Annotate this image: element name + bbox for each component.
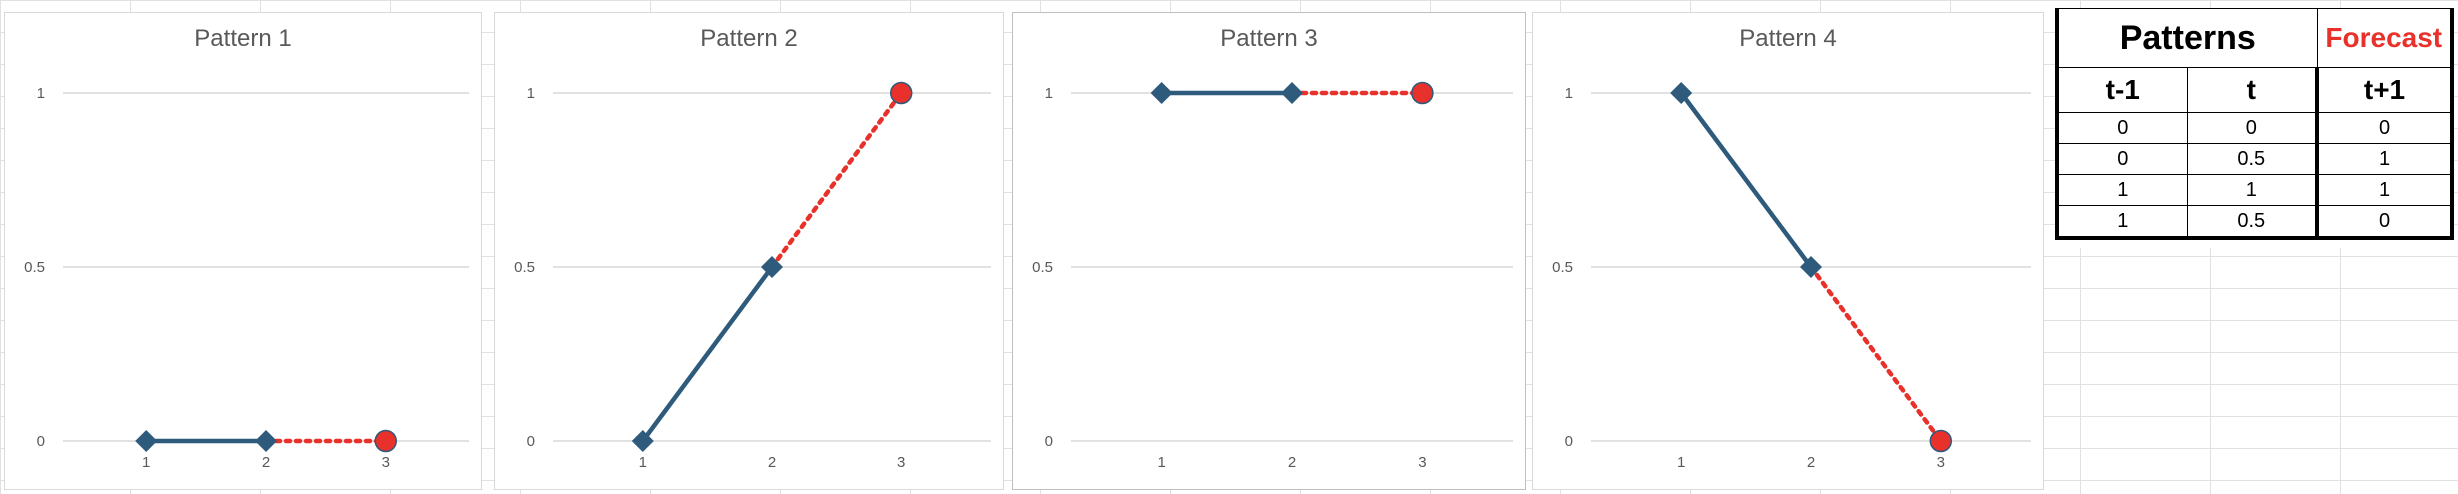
forecast-point-marker (889, 81, 913, 105)
forecast-line (1808, 264, 1944, 444)
forecast-point-marker (374, 429, 398, 453)
data-point-marker (761, 256, 783, 278)
chart-title: Pattern 3 (1220, 25, 1318, 52)
column-header: t+1 (2315, 67, 2454, 113)
table-cell[interactable]: 0 (2055, 112, 2188, 144)
y-tick-label: 1 (1565, 85, 1573, 102)
table-row: 1 0.5 0 (2055, 205, 2454, 240)
x-tick-label: 1 (1157, 454, 1165, 471)
table-cell[interactable]: 1 (2315, 143, 2454, 175)
chart-title: Pattern 4 (1739, 25, 1837, 52)
data-point-marker (135, 430, 158, 452)
x-tick-label: 3 (1418, 454, 1426, 471)
table-row: 1 1 1 (2055, 174, 2454, 206)
x-tick-label: 3 (382, 454, 390, 471)
table-cell[interactable]: 1 (2055, 174, 2188, 206)
chart-pattern-3: Pattern 3 0 0.5 1 1 2 3 (1012, 12, 1526, 490)
x-tick-label: 1 (1677, 454, 1685, 471)
y-tick-label: 0 (527, 433, 535, 450)
table-header-row: Patterns Forecast (2055, 8, 2454, 68)
forecast-point-marker (1929, 429, 1953, 453)
table-cell[interactable]: 0 (2315, 205, 2454, 240)
table-subheader-row: t-1 t t+1 (2055, 67, 2454, 113)
series-line (1679, 91, 1813, 269)
table-cell[interactable]: 0 (2186, 112, 2318, 144)
table-cell[interactable]: 1 (2055, 205, 2188, 240)
data-point-marker (1800, 256, 1822, 278)
data-point-marker (1670, 82, 1693, 104)
series-line (640, 265, 774, 443)
y-tick-label: 0.5 (24, 259, 45, 276)
y-tick-label: 1 (527, 85, 535, 102)
y-tick-label: 0.5 (514, 259, 535, 276)
chart-title: Pattern 2 (700, 25, 798, 52)
table-cell[interactable]: 1 (2315, 174, 2454, 206)
table-cell[interactable]: 1 (2186, 174, 2318, 206)
patterns-table-container: Patterns Forecast t-1 t t+1 0 0 0 0 0.5 … (2055, 8, 2454, 248)
y-tick-label: 1 (1045, 85, 1053, 102)
chart-pattern-2: Pattern 2 0 0.5 1 1 2 3 (494, 12, 1004, 490)
forecast-header: Forecast (2316, 8, 2454, 68)
data-point-marker (631, 430, 654, 452)
chart-pattern-4: Pattern 4 0 0.5 1 1 2 3 (1532, 12, 2044, 490)
patterns-table: Patterns Forecast t-1 t t+1 0 0 0 0 0.5 … (2055, 8, 2454, 240)
chart-plot: 0 0.5 1 1 2 3 (24, 85, 469, 471)
x-tick-label: 2 (1288, 454, 1296, 471)
x-tick-label: 2 (1807, 454, 1815, 471)
chart-plot: 0 0.5 1 1 2 3 (514, 81, 991, 471)
x-tick-label: 1 (639, 454, 647, 471)
table-cell[interactable]: 0 (2055, 143, 2188, 175)
table-cell[interactable]: 0.5 (2186, 143, 2318, 175)
table-row: 0 0 0 (2055, 112, 2454, 144)
y-tick-label: 0.5 (1552, 259, 1573, 276)
x-tick-label: 2 (262, 454, 270, 471)
forecast-point-marker (1411, 81, 1434, 105)
chart-plot: 0 0.5 1 1 2 3 (1032, 81, 1513, 471)
patterns-header: Patterns (2055, 8, 2318, 68)
column-header: t-1 (2055, 67, 2188, 113)
table-cell[interactable]: 0 (2315, 112, 2454, 144)
y-tick-label: 0 (1565, 433, 1573, 450)
x-tick-label: 3 (1937, 454, 1945, 471)
y-tick-label: 0 (37, 433, 45, 450)
forecast-line (769, 90, 904, 270)
x-tick-label: 1 (142, 454, 150, 471)
chart-plot: 0 0.5 1 1 2 3 (1552, 82, 2031, 471)
chart-pattern-1: Pattern 1 0 0.5 1 1 2 3 (4, 12, 482, 490)
data-point-marker (1281, 82, 1303, 104)
column-header: t (2186, 67, 2318, 113)
y-tick-label: 1 (37, 85, 45, 102)
y-tick-label: 0 (1045, 433, 1053, 450)
x-tick-label: 2 (768, 454, 776, 471)
x-tick-label: 3 (897, 454, 905, 471)
table-cell[interactable]: 0.5 (2186, 205, 2318, 240)
table-row: 0 0.5 1 (2055, 143, 2454, 175)
chart-title: Pattern 1 (194, 25, 292, 52)
y-tick-label: 0.5 (1032, 259, 1053, 276)
data-point-marker (1150, 82, 1173, 104)
data-point-marker (255, 430, 277, 452)
